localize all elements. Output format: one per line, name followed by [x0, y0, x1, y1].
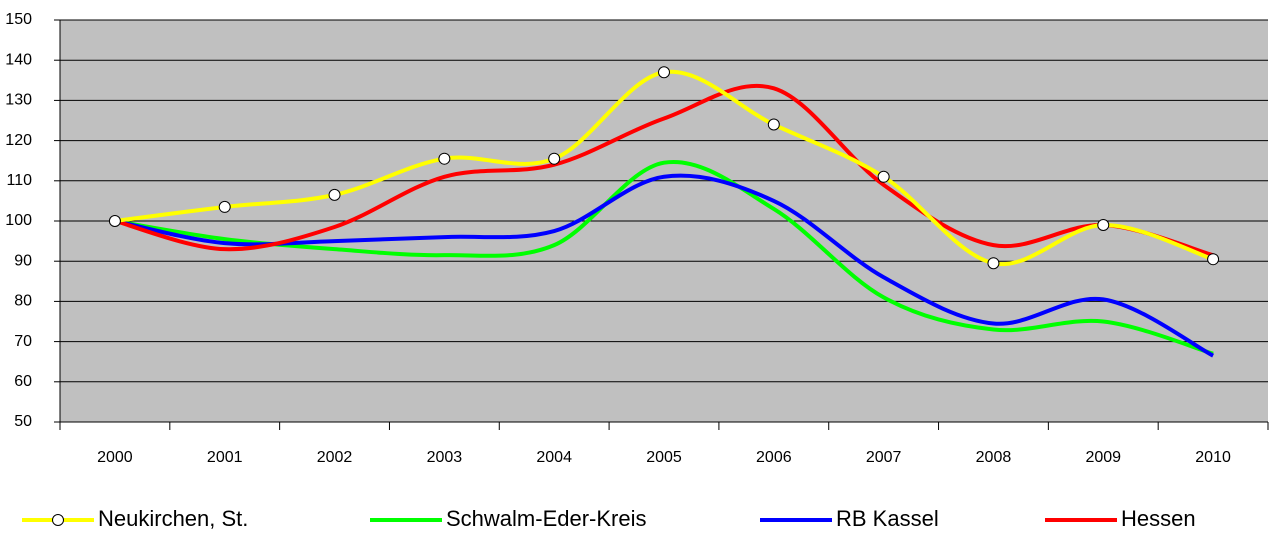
marker: [218, 200, 231, 213]
y-tick-label: 70: [14, 333, 32, 350]
y-tick-label: 130: [5, 92, 32, 109]
x-tick-label: 2010: [1195, 449, 1231, 466]
x-tick-label: 2002: [317, 449, 353, 466]
x-tick-label: 2006: [756, 449, 792, 466]
legend-label: Hessen: [1121, 506, 1196, 531]
marker: [1097, 219, 1110, 232]
x-tick-label: 2008: [976, 449, 1012, 466]
legend-label: RB Kassel: [836, 506, 939, 531]
y-tick-label: 150: [5, 11, 32, 28]
legend-marker: [52, 514, 64, 526]
x-tick-label: 2000: [97, 449, 133, 466]
y-tick-label: 110: [6, 172, 32, 189]
marker: [987, 257, 1000, 270]
marker: [658, 66, 670, 79]
marker: [328, 188, 341, 201]
y-tick-label: 50: [14, 413, 32, 430]
y-tick-label: 100: [5, 212, 32, 229]
marker: [108, 215, 121, 227]
y-tick-label: 60: [14, 373, 32, 390]
marker: [1207, 253, 1220, 266]
series-line: [114, 159, 1214, 356]
marker: [767, 118, 780, 131]
x-tick-label: 2005: [646, 449, 682, 466]
y-tick-label: 140: [5, 51, 32, 68]
x-tick-label: 2003: [427, 449, 463, 466]
legend-label: Schwalm-Eder-Kreis: [446, 506, 647, 531]
marker: [877, 170, 890, 183]
legend-label: Neukirchen, St.: [98, 506, 248, 531]
series-line: [114, 173, 1215, 358]
series-line: [114, 83, 1214, 258]
y-tick-label: 120: [5, 132, 32, 149]
marker: [548, 152, 561, 165]
x-tick-label: 2009: [1085, 449, 1121, 466]
y-tick-label: 90: [14, 252, 32, 269]
y-tick-label: 80: [14, 293, 32, 310]
x-tick-label: 2007: [866, 449, 902, 466]
x-tick-label: 2004: [536, 449, 572, 466]
x-tick-label: 2001: [207, 449, 243, 466]
marker: [438, 152, 451, 165]
